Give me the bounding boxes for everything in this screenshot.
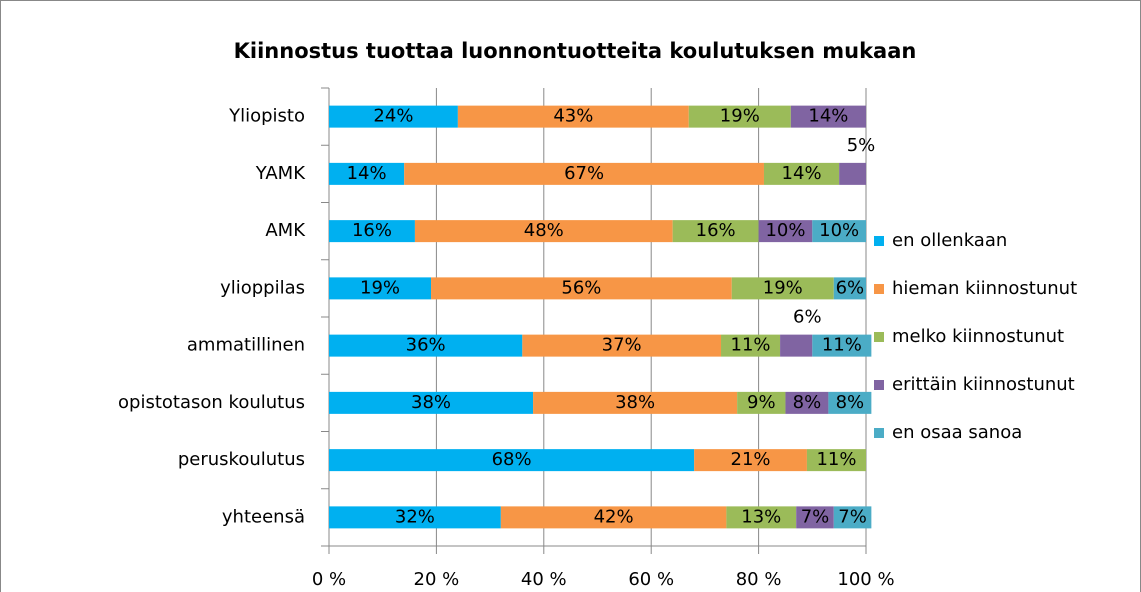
legend-swatch xyxy=(874,380,884,390)
bar-segment xyxy=(763,162,840,185)
data-label: 38% xyxy=(615,392,655,413)
bar-segment xyxy=(457,105,689,128)
bar-segment xyxy=(726,506,797,529)
bar-segment xyxy=(839,162,866,185)
bar-segment xyxy=(533,391,738,414)
data-label: 16% xyxy=(696,220,736,241)
data-label: 7% xyxy=(838,506,867,527)
legend-swatch xyxy=(874,284,884,294)
legend-label: en osaa sanoa xyxy=(892,422,1022,443)
data-label: 13% xyxy=(741,506,781,527)
data-label: 8% xyxy=(836,392,865,413)
data-label: 7% xyxy=(801,506,830,527)
bar-segment xyxy=(404,162,764,185)
y-tick-label: ylioppilas xyxy=(220,277,305,298)
x-tick-label: 100 % xyxy=(837,569,894,590)
bar-segment xyxy=(694,449,807,472)
bar-segment xyxy=(329,162,405,185)
data-label: 14% xyxy=(782,163,822,184)
x-tick-label: 0 % xyxy=(312,569,346,590)
data-label: 10% xyxy=(819,220,859,241)
bar-segment xyxy=(833,506,872,529)
legend-label: melko kiinnostunut xyxy=(892,326,1064,347)
bar-segment xyxy=(758,220,813,243)
y-tick-label: ammatillinen xyxy=(187,335,305,356)
bar-segment xyxy=(329,449,695,472)
data-label: 11% xyxy=(731,335,771,356)
data-label: 11% xyxy=(816,449,856,470)
legend-swatch xyxy=(874,332,884,342)
data-label: 5% xyxy=(847,135,876,156)
bar-segment xyxy=(796,506,834,529)
bar-segment xyxy=(833,277,866,300)
y-tick-label: YAMK xyxy=(255,163,306,184)
bar-segment xyxy=(812,334,872,357)
bar-segment xyxy=(780,334,813,357)
data-label: 10% xyxy=(765,220,805,241)
bar-segment xyxy=(806,449,866,472)
data-label: 14% xyxy=(347,163,387,184)
data-label: 43% xyxy=(553,106,593,127)
data-label: 8% xyxy=(793,392,822,413)
bar-segment xyxy=(785,391,829,414)
bar-segment xyxy=(329,334,523,357)
bar-segment xyxy=(828,391,872,414)
data-label: 24% xyxy=(373,106,413,127)
data-label: 36% xyxy=(406,335,446,356)
data-label: 68% xyxy=(492,449,532,470)
legend-label: hieman kiinnostunut xyxy=(892,278,1077,299)
bar-segment xyxy=(500,506,727,529)
y-tick-label: opistotason koulutus xyxy=(118,392,305,413)
y-tick-label: Yliopisto xyxy=(228,106,305,127)
data-label: 6% xyxy=(836,277,865,298)
bar-segment xyxy=(329,506,501,529)
bar-segment xyxy=(790,105,866,128)
bar-segment xyxy=(672,220,759,243)
data-label: 56% xyxy=(561,277,601,298)
data-label: 19% xyxy=(360,277,400,298)
data-label: 19% xyxy=(720,106,760,127)
data-label: 48% xyxy=(524,220,564,241)
data-label: 16% xyxy=(352,220,392,241)
bar-segment xyxy=(721,334,781,357)
x-tick-label: 20 % xyxy=(414,569,460,590)
bar-segment xyxy=(731,277,834,300)
bar-segment xyxy=(812,220,866,243)
bar-segment xyxy=(329,391,534,414)
data-label: 32% xyxy=(395,506,435,527)
legend-swatch xyxy=(874,428,884,438)
data-label: 14% xyxy=(808,106,848,127)
data-label: 42% xyxy=(594,506,634,527)
chart-title: Kiinnostus tuottaa luonnontuotteita koul… xyxy=(234,39,917,63)
data-label: 37% xyxy=(602,335,642,356)
data-label: 67% xyxy=(564,163,604,184)
data-label: 21% xyxy=(731,449,771,470)
bar-segment xyxy=(431,277,732,300)
y-tick-label: peruskoulutus xyxy=(178,449,305,470)
bar-segment xyxy=(329,220,415,243)
y-tick-label: AMK xyxy=(265,220,306,241)
legend-swatch xyxy=(874,236,884,246)
x-tick-label: 80 % xyxy=(736,569,782,590)
data-label: 38% xyxy=(411,392,451,413)
y-tick-label: yhteensä xyxy=(222,506,305,527)
x-tick-label: 40 % xyxy=(521,569,567,590)
bar-segment xyxy=(329,105,458,128)
bar-segment xyxy=(737,391,786,414)
bar-segment xyxy=(329,277,432,300)
legend-label: erittäin kiinnostunut xyxy=(892,374,1075,395)
bar-segment xyxy=(522,334,722,357)
data-label: 11% xyxy=(822,335,862,356)
legend-label: en ollenkaan xyxy=(892,230,1007,251)
data-label: 6% xyxy=(793,307,822,328)
bar-segment xyxy=(688,105,791,128)
x-tick-label: 60 % xyxy=(628,569,674,590)
data-label: 9% xyxy=(747,392,776,413)
data-label: 19% xyxy=(763,277,803,298)
bar-segment xyxy=(414,220,673,243)
